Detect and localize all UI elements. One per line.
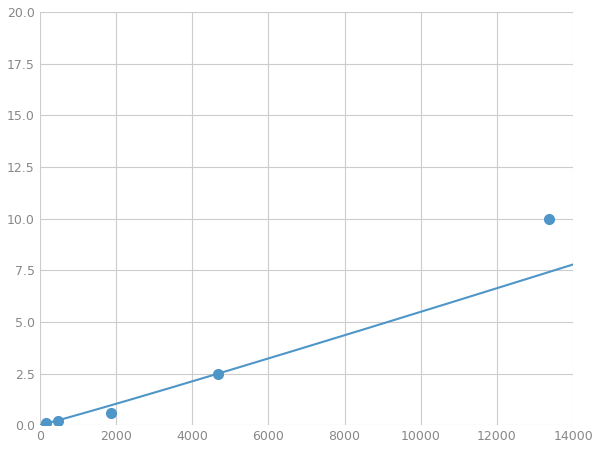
Point <box>41 419 50 427</box>
Point <box>214 370 223 377</box>
Point <box>53 418 62 425</box>
Point <box>544 215 554 222</box>
Point <box>106 409 116 416</box>
